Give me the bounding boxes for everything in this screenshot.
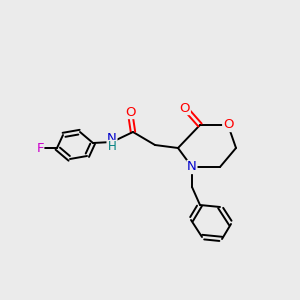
Text: O: O bbox=[125, 106, 135, 118]
Text: H: H bbox=[108, 140, 116, 154]
Text: N: N bbox=[107, 131, 117, 145]
Text: F: F bbox=[36, 142, 44, 154]
Text: N: N bbox=[187, 160, 197, 173]
Text: O: O bbox=[223, 118, 233, 131]
Text: O: O bbox=[180, 101, 190, 115]
